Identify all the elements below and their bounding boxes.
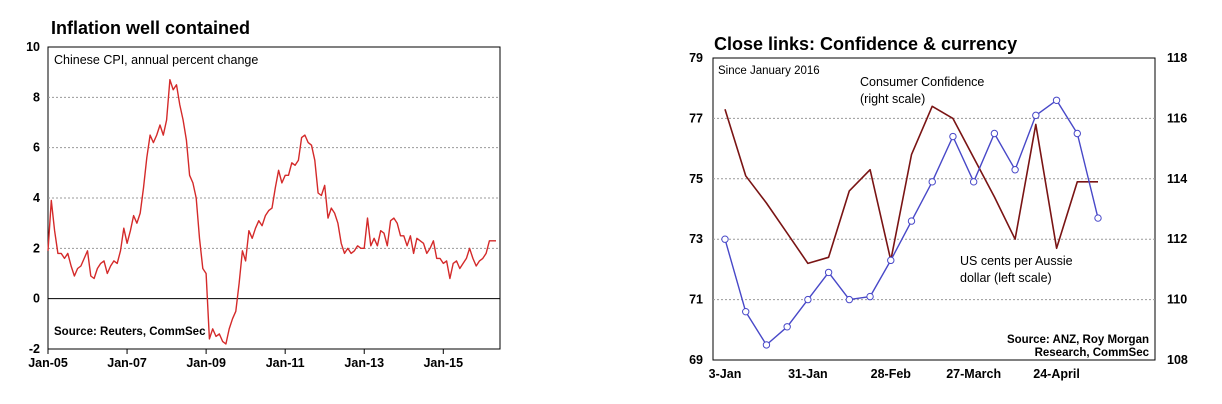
aud-point — [1012, 167, 1018, 173]
inflation-chart: 10 8 6 4 2 0 -2 Jan-05 Jan-07 Jan-09 Jan-11 Jan-13… — [0, 24, 560, 404]
chart1-y-tick: 8 — [33, 90, 40, 104]
aud-label-line1: US cents per Aussie — [960, 254, 1073, 268]
chart1-x-tick: Jan-11 — [266, 356, 305, 370]
chart2-y-right-tick: 116 — [1167, 111, 1187, 125]
aud-point — [929, 179, 935, 185]
aud-point — [1074, 130, 1080, 136]
chart1-subtitle: Chinese CPI, annual percent change — [54, 53, 258, 67]
aud-point — [970, 179, 976, 185]
chart2-y-right-tick: 114 — [1167, 172, 1187, 186]
aud-point — [950, 133, 956, 139]
chart2-y-right-tick: 110 — [1167, 293, 1187, 307]
chart1-y-tick: 6 — [33, 141, 40, 155]
chart1-y-tick: -2 — [29, 342, 40, 356]
aud-point — [722, 236, 728, 242]
aud-point — [784, 324, 790, 330]
chart2-x-tick: 3-Jan — [709, 367, 742, 381]
aud-point — [1053, 97, 1059, 103]
chart2-plot-frame — [713, 58, 1155, 360]
chart2-y-right-tick: 118 — [1167, 51, 1187, 65]
chart2-subtitle: Since January 2016 — [718, 65, 820, 77]
chart1-y-tick: 2 — [33, 241, 40, 255]
chart1-x-tick: Jan-07 — [107, 356, 147, 370]
chart1-y-tick: 10 — [26, 40, 40, 54]
confidence-line — [725, 106, 1098, 263]
chart1-source: Source: Reuters, CommSec — [54, 326, 206, 338]
chart2-y-right-tick: 112 — [1167, 232, 1187, 246]
chart2-y-left-tick: 77 — [689, 111, 703, 125]
aud-point — [743, 308, 749, 314]
confidence-label-line2: (right scale) — [860, 92, 925, 106]
chart2-y-left-tick: 69 — [689, 353, 703, 367]
aud-label-line2: dollar (left scale) — [960, 271, 1052, 285]
aud-point — [763, 342, 769, 348]
chart2-y-left-tick: 75 — [689, 172, 703, 186]
chart1-y-tick: 0 — [33, 292, 40, 306]
chart1-x-tick: Jan-05 — [28, 356, 68, 370]
chart2-source-line1: Source: ANZ, Roy Morgan — [1007, 334, 1149, 346]
aud-point — [1033, 112, 1039, 118]
chart1-x-tick: Jan-15 — [423, 356, 463, 370]
chart2-y-left-tick: 79 — [689, 51, 703, 65]
aud-point — [908, 218, 914, 224]
chart2-x-tick: 27-March — [946, 367, 1001, 381]
aud-point — [867, 293, 873, 299]
aud-point — [1095, 215, 1101, 221]
chart1-y-tick: 4 — [33, 191, 40, 205]
chart1-x-tick: Jan-09 — [186, 356, 226, 370]
chart2-x-tick: 24-April — [1033, 367, 1080, 381]
aud-point — [825, 269, 831, 275]
confidence-currency-chart: 79 77 75 73 71 69 118 116 114 112 110 108 3-Jan 31-… — [670, 50, 1190, 390]
chart2-y-left-tick: 73 — [689, 232, 703, 246]
chart2-source-line2: Research, CommSec — [1035, 347, 1150, 359]
aud-point — [805, 296, 811, 302]
confidence-label-line1: Consumer Confidence — [860, 75, 984, 89]
aud-point — [888, 257, 894, 263]
chart2-x-tick: 31-Jan — [788, 367, 828, 381]
aud-point — [846, 296, 852, 302]
chart2-y-left-tick: 71 — [689, 293, 703, 307]
chart1-x-tick: Jan-13 — [344, 356, 384, 370]
chart1-cpi-line — [48, 80, 496, 344]
chart2-y-right-tick: 108 — [1167, 353, 1188, 367]
aud-point — [991, 130, 997, 136]
chart2-x-tick: 28-Feb — [871, 367, 912, 381]
